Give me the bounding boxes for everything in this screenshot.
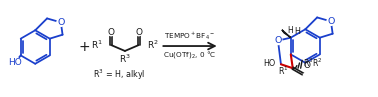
Text: H: H [295, 27, 301, 36]
Text: R$^3$ = H, alkyl: R$^3$ = H, alkyl [93, 67, 145, 82]
Text: +: + [79, 40, 90, 54]
Text: R$^2$: R$^2$ [147, 39, 158, 51]
Text: HO: HO [8, 58, 22, 67]
Circle shape [57, 18, 65, 26]
Circle shape [327, 17, 335, 25]
Text: O: O [135, 28, 142, 37]
Text: O: O [327, 17, 335, 26]
Text: R$^3$: R$^3$ [119, 53, 131, 65]
Circle shape [274, 37, 282, 45]
Text: Cu(OTf)$_2$, 0 °C: Cu(OTf)$_2$, 0 °C [163, 49, 217, 60]
Text: O: O [303, 61, 310, 70]
Circle shape [135, 29, 142, 36]
Circle shape [9, 57, 20, 68]
Polygon shape [282, 30, 291, 38]
Circle shape [108, 29, 115, 36]
Text: O: O [57, 18, 65, 27]
Text: TEMPO$^+$BF$_4$$^-$: TEMPO$^+$BF$_4$$^-$ [164, 30, 215, 42]
Text: O: O [108, 28, 115, 37]
Text: R$^1$: R$^1$ [277, 65, 288, 77]
Text: HO: HO [263, 59, 275, 68]
Text: O: O [274, 36, 282, 45]
Text: H: H [287, 26, 293, 35]
Text: R$^3$R$^2$: R$^3$R$^2$ [303, 57, 322, 69]
Circle shape [303, 73, 310, 80]
Text: R$^1$: R$^1$ [91, 39, 103, 51]
